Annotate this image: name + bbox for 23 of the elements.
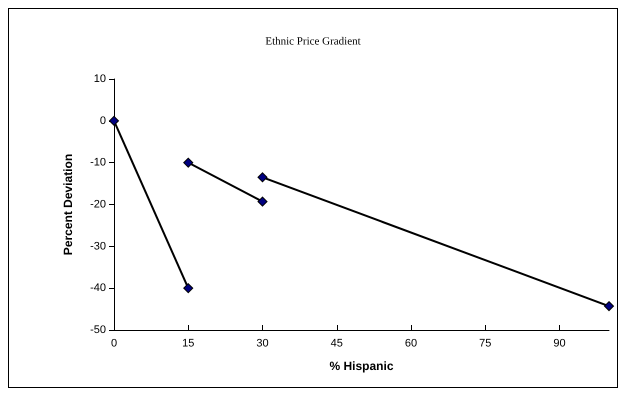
point	[183, 158, 194, 168]
x-tick-label: 15	[182, 338, 194, 350]
x-tick-label: 45	[330, 338, 343, 350]
point	[109, 116, 119, 126]
point	[258, 172, 268, 182]
x-tick-label: 60	[404, 338, 418, 350]
x-tick-label: 90	[553, 338, 566, 350]
point	[258, 196, 268, 207]
y-tick-label: -10	[90, 156, 106, 169]
x-tick-label: 75	[479, 338, 492, 350]
y-tick-label: 10	[94, 73, 106, 85]
y-axis-title: Percent Deviation	[61, 154, 75, 256]
y-tick-label: -20	[90, 198, 106, 210]
chart-title: Ethnic Price Gradient	[265, 36, 361, 48]
y-tick-label: -50	[90, 324, 106, 336]
x-tick-label: 0	[110, 338, 118, 350]
y-tick-label: -40	[90, 282, 106, 294]
y-tick-label: -30	[90, 240, 106, 252]
y-tick-label: 0	[100, 114, 106, 127]
point	[183, 283, 194, 294]
x-axis-title: % Hispanic	[329, 359, 394, 373]
x-tick-label: 30	[256, 338, 269, 350]
point	[604, 301, 614, 312]
